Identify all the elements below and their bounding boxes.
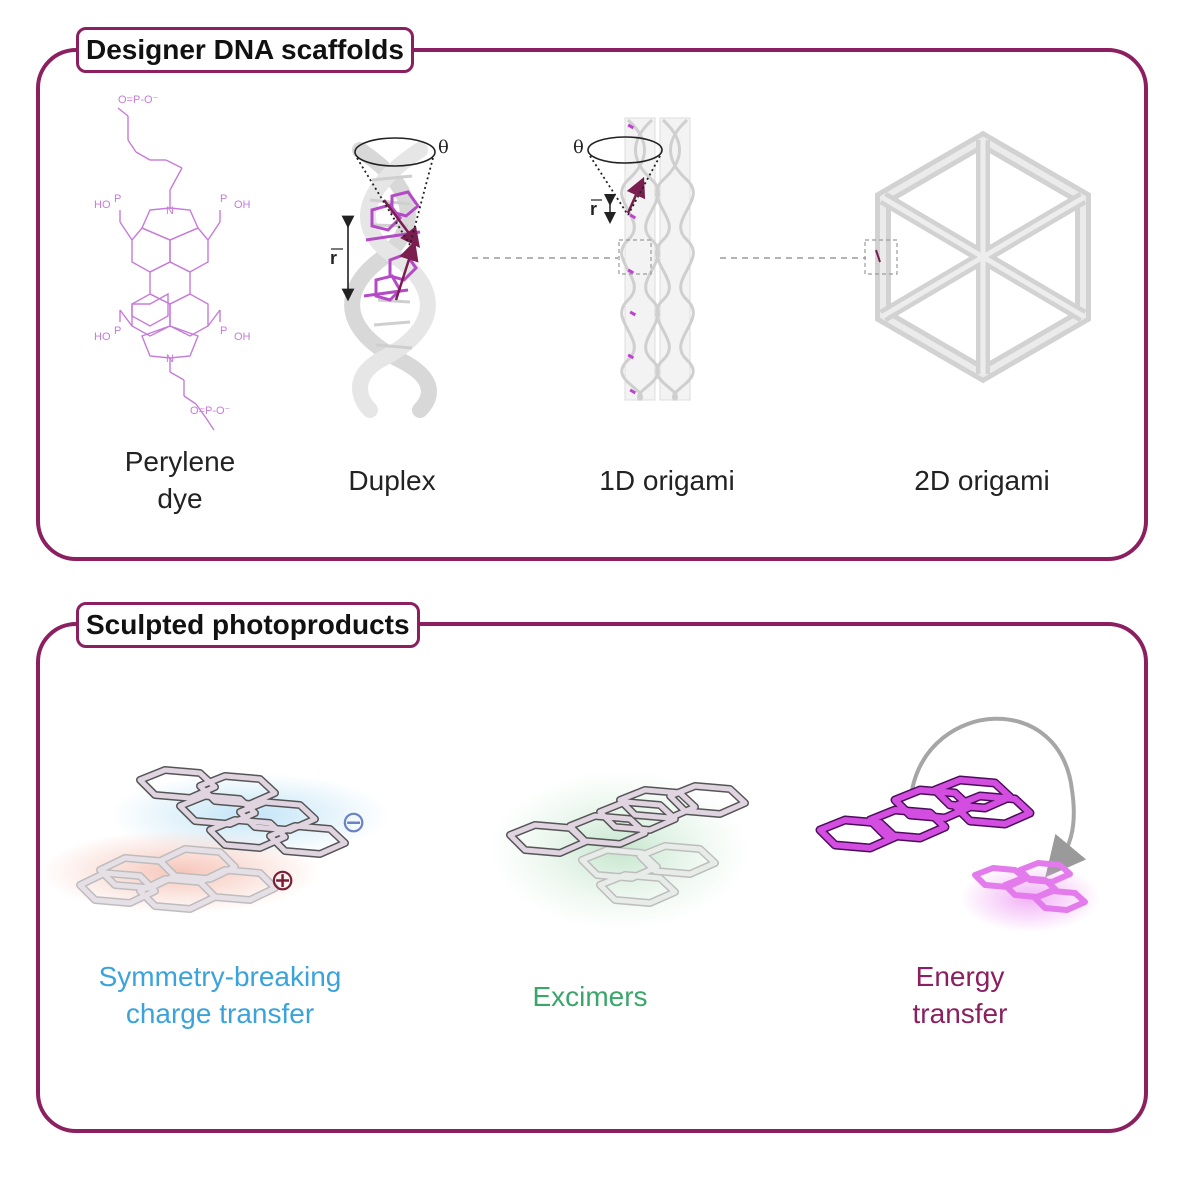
phosphorus-left-bottom: P [114, 325, 121, 337]
oh-right-top-label: OH [234, 199, 251, 211]
ho-left-top-label: HO [94, 199, 111, 211]
oh-right-bottom-label: OH [234, 331, 251, 343]
energy-transfer-label: Energy transfer [880, 958, 1040, 1032]
energy-transfer-label-line1: Energy [915, 961, 1005, 992]
duplex-label: Duplex [348, 465, 436, 496]
designer-dna-panel [36, 48, 1148, 561]
photoproducts-title: Sculpted photoproducts [76, 602, 420, 648]
phosphorus-right-top: P [220, 193, 227, 205]
energy-transfer-label-line2: transfer [912, 998, 1008, 1029]
theta-label-1d: θ [573, 137, 584, 158]
sbct-label-line1: Symmetry-breaking [98, 961, 342, 992]
perylene-structure: O=P-O⁻ HO OH HO OH O=P-O⁻ N N P P P P [94, 94, 251, 431]
r-vector-label-1d: r [590, 199, 597, 219]
origami-1d-label: 1D origami [599, 465, 735, 496]
nitrogen-top-label: N [166, 205, 174, 217]
phosphate-bottom-label: O=P-O⁻ [190, 405, 231, 417]
perylene-dye-label-line2: dye [157, 483, 203, 514]
theta-label-duplex: θ [438, 137, 449, 158]
sbct-label-line2: charge transfer [125, 998, 315, 1029]
negative-charge-symbol: ⊖ [341, 805, 366, 840]
ho-left-bottom-label: HO [94, 331, 111, 343]
excimers-label: Excimers [532, 981, 648, 1012]
nitrogen-bottom-label: N [166, 353, 174, 365]
phosphorus-right-bottom: P [220, 325, 227, 337]
phosphate-top-label: O=P-O⁻ [118, 94, 159, 106]
origami-2d-label: 2D origami [914, 465, 1050, 496]
perylene-dye-label: Perylene dye [95, 443, 265, 517]
duplex-helix: θ r [330, 137, 449, 418]
r-vector-label-duplex: r [330, 248, 337, 268]
sbct-illustration: ⊖ ⊕ [40, 766, 390, 914]
origami-1d: θ r [573, 117, 695, 402]
excimer-illustration [490, 770, 750, 930]
energy-transfer-arrow [910, 716, 1087, 878]
designer-dna-title: Designer DNA scaffolds [76, 27, 414, 73]
perylene-dye-label-line1: Perylene [124, 446, 236, 477]
energy-transfer-illustration [815, 716, 1100, 932]
origami-2d [864, 130, 1091, 384]
phosphorus-left-top: P [114, 193, 121, 205]
photoproducts-panel [36, 622, 1148, 1133]
positive-charge-symbol: ⊕ [270, 863, 295, 898]
sbct-label: Symmetry-breaking charge transfer [70, 958, 370, 1032]
